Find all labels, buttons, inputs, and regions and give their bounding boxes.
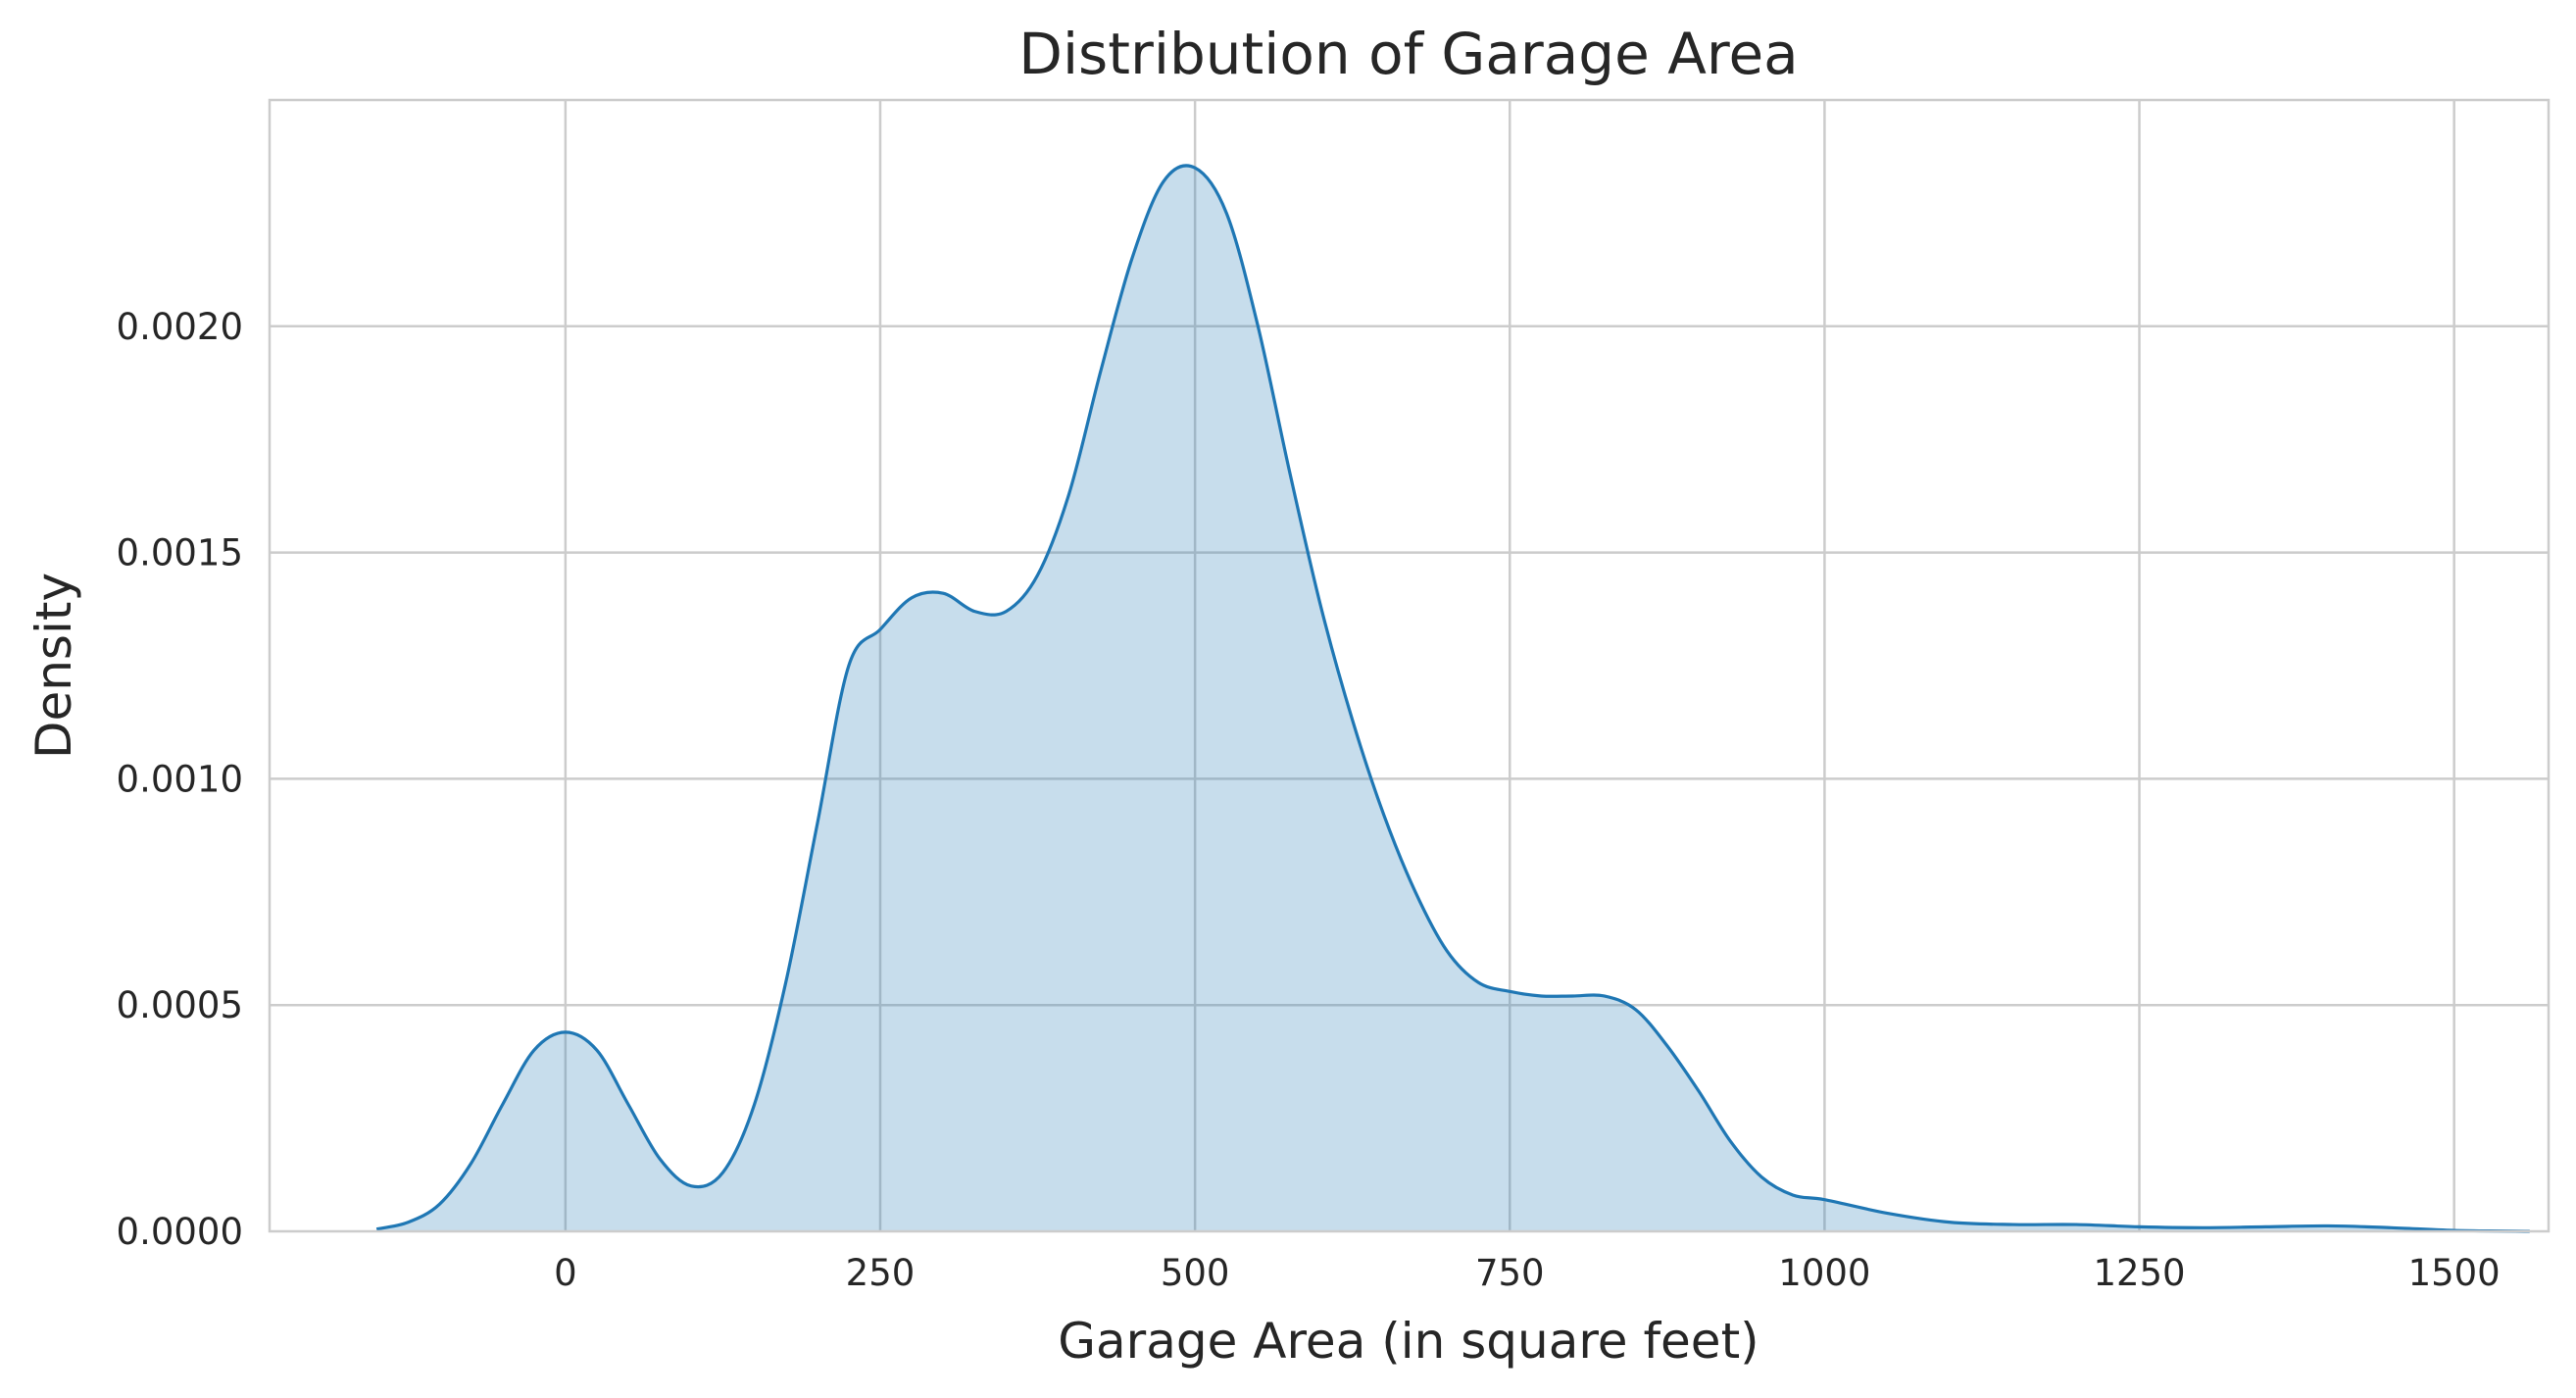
x-tick-label: 1000 (1778, 1252, 1870, 1294)
density-curve (375, 164, 2530, 1233)
x-tick-label: 1500 (2408, 1252, 2501, 1294)
density-area (376, 165, 2530, 1232)
y-tick-label: 0.0000 (117, 1211, 243, 1253)
y-tick-label: 0.0015 (117, 532, 243, 574)
tick-layer: 0 250 500 750 1000 1250 1500 0.0000 0.0005 0.0010… (117, 306, 2501, 1294)
y-tick-label: 0.0020 (117, 306, 243, 348)
x-tick-label: 0 (554, 1252, 577, 1294)
y-axis-label: Density (25, 573, 82, 759)
data-layer (375, 164, 2530, 1233)
grid-layer (270, 100, 2549, 1231)
x-tick-label: 1250 (2093, 1252, 2185, 1294)
x-axis-label: Garage Area (in square feet) (1058, 1313, 1759, 1370)
plot-frame (268, 98, 2551, 1233)
x-tick-label: 750 (1475, 1252, 1545, 1294)
y-tick-label: 0.0010 (117, 758, 243, 800)
chart-title: Distribution of Garage Area (1018, 21, 1798, 87)
x-tick-label: 250 (846, 1252, 916, 1294)
y-tick-label: 0.0005 (117, 984, 243, 1026)
x-tick-label: 500 (1161, 1252, 1230, 1294)
